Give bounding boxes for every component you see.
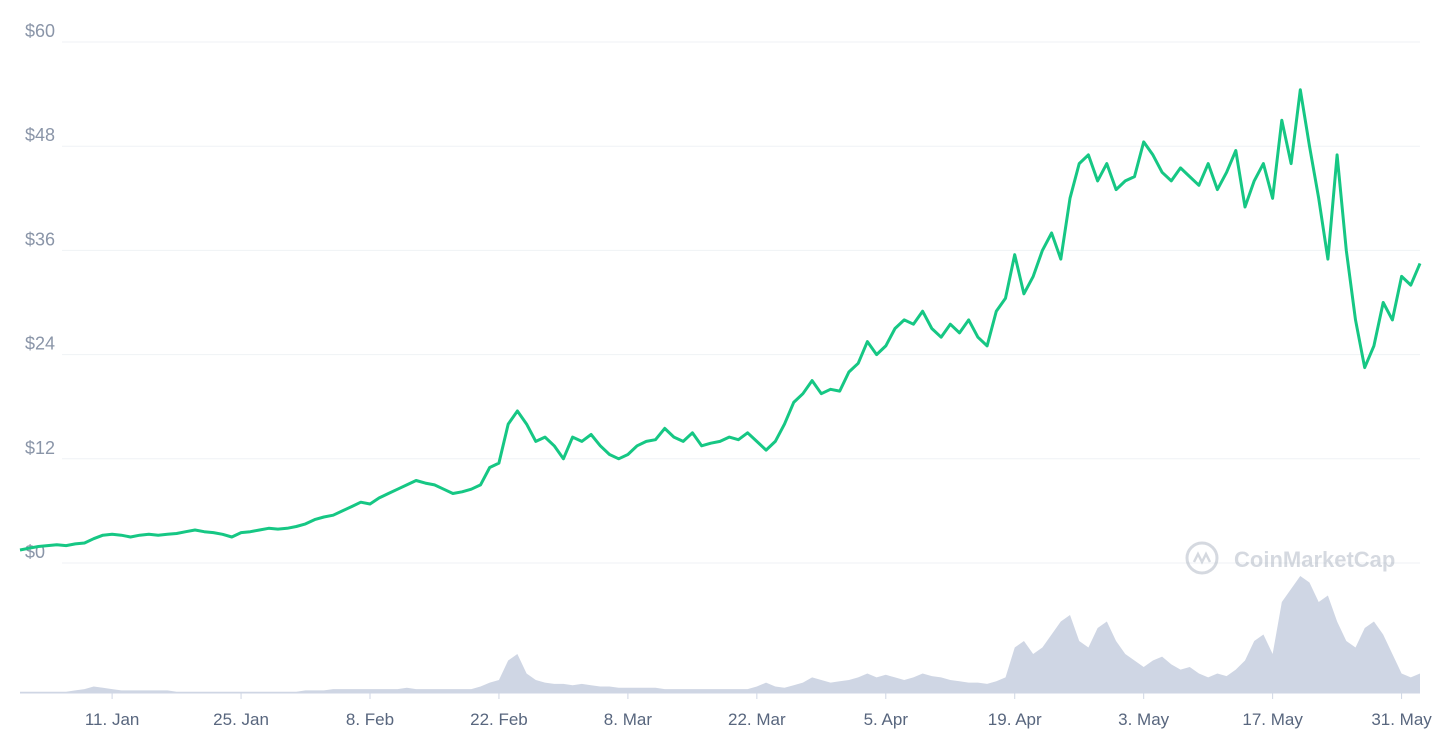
y-tick-label: $48 xyxy=(25,125,55,145)
x-tick-label: 8. Mar xyxy=(604,710,653,729)
watermark: CoinMarketCap xyxy=(1185,541,1395,575)
x-tick-label: 25. Jan xyxy=(213,710,269,729)
x-tick-label: 8. Feb xyxy=(346,710,394,729)
x-tick-label: 11. Jan xyxy=(85,710,140,729)
watermark-text: CoinMarketCap xyxy=(1234,547,1395,572)
y-tick-label: $36 xyxy=(25,229,55,249)
x-tick-label: 17. May xyxy=(1242,710,1303,729)
x-tick-label: 5. Apr xyxy=(864,710,909,729)
y-tick-label: $24 xyxy=(25,334,55,354)
y-tick-label: $60 xyxy=(25,21,55,41)
volume-area xyxy=(20,576,1420,693)
watermark-logo-mark xyxy=(1192,551,1212,565)
x-tick-label: 22. Mar xyxy=(728,710,786,729)
x-tick-label: 19. Apr xyxy=(988,710,1042,729)
x-tick-label: 22. Feb xyxy=(470,710,528,729)
price-line xyxy=(19,88,1422,552)
y-tick-label: $12 xyxy=(25,438,55,458)
x-tick-label: 31. May xyxy=(1371,710,1432,729)
watermark-logo xyxy=(1185,541,1219,575)
x-tick-label: 3. May xyxy=(1118,710,1170,729)
